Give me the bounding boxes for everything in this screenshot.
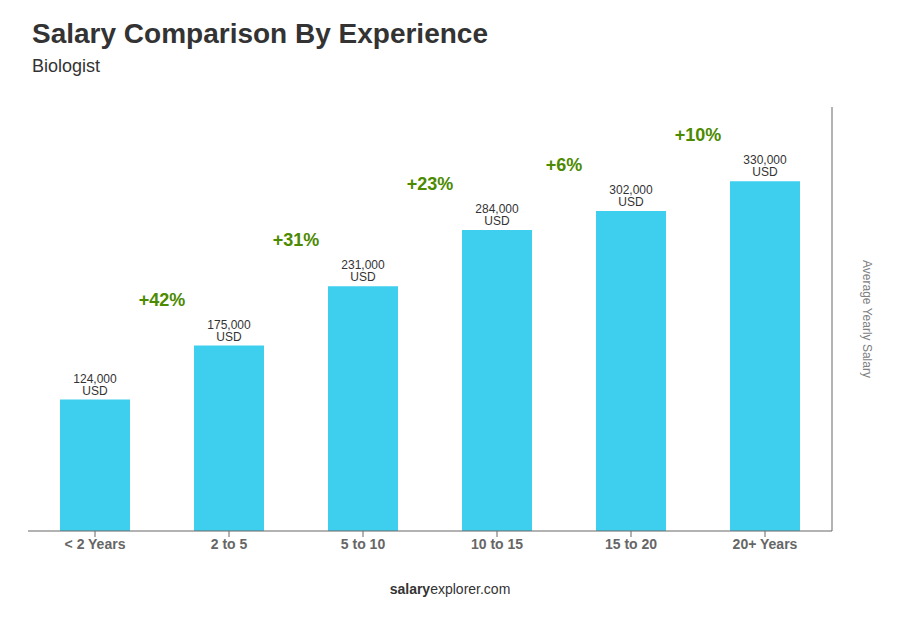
svg-text:20+ Years: 20+ Years <box>733 536 798 552</box>
svg-text:330,000USD: 330,000USD <box>743 153 787 179</box>
svg-text:+23%: +23% <box>407 174 454 194</box>
svg-text:175,000USD: 175,000USD <box>207 318 251 344</box>
svg-text:284,000USD: 284,000USD <box>475 202 519 228</box>
svg-text:+10%: +10% <box>675 125 722 145</box>
svg-text:15 to 20: 15 to 20 <box>605 536 657 552</box>
html-text:salary explorer.com: salary explorer.com <box>389 581 511 597</box>
svg-text:< 2 Years: < 2 Years <box>65 536 126 552</box>
svg-text:5 to 10: 5 to 10 <box>341 536 386 552</box>
svg-text:231,000USD: 231,000USD <box>341 258 385 284</box>
svg-text:+6%: +6% <box>546 155 583 175</box>
svg-text:+42%: +42% <box>139 290 186 310</box>
svg-text:124,000USD: 124,000USD <box>73 372 117 398</box>
svg-text:Average Yearly Salary: Average Yearly Salary <box>860 260 874 378</box>
svg-text:2 to 5: 2 to 5 <box>211 536 248 552</box>
html-text:Salary Comparison By Experienc: Salary Comparison By Experience <box>32 18 488 49</box>
svg-text:10 to 15: 10 to 15 <box>471 536 523 552</box>
html-text:Biologist: Biologist <box>32 56 100 76</box>
svg-text:302,000USD: 302,000USD <box>609 183 653 209</box>
svg-text:+31%: +31% <box>273 230 320 250</box>
